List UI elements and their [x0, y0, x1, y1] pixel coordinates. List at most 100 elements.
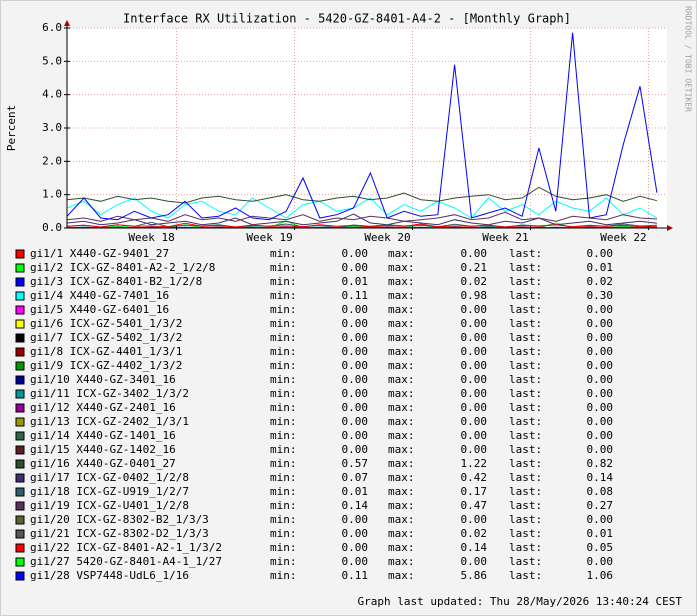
legend-name: gi1/22 ICX-GZ-8401-A2-1_1/3/2 — [30, 541, 222, 554]
legend-max: 0.47 — [461, 499, 488, 512]
legend-max: 0.00 — [461, 401, 488, 414]
legend-max: 0.42 — [461, 471, 488, 484]
legend-last: 0.01 — [587, 527, 614, 540]
legend-swatch — [15, 515, 25, 525]
x-tick-label: Week 22 — [600, 231, 646, 244]
legend-min: 0.00 — [342, 555, 369, 568]
legend-last: 1.06 — [587, 569, 614, 582]
legend-min: 0.00 — [342, 373, 369, 386]
legend-last: 0.00 — [587, 513, 614, 526]
legend-last-label: last: — [509, 401, 542, 414]
x-tick-label: Week 19 — [246, 231, 292, 244]
legend-name: gi1/1 X440-GZ-9401_27 — [30, 247, 169, 260]
legend-max: 0.00 — [461, 387, 488, 400]
legend-max-label: max: — [388, 415, 415, 428]
legend-last: 0.00 — [587, 359, 614, 372]
legend-min-label: min: — [270, 569, 297, 582]
legend-last: 0.00 — [587, 373, 614, 386]
legend-swatch — [15, 445, 25, 455]
legend-swatch — [15, 473, 25, 483]
legend-last: 0.00 — [587, 345, 614, 358]
legend-name: gi1/11 ICX-GZ-3402_1/3/2 — [30, 387, 189, 400]
legend-swatch — [15, 431, 25, 441]
y-tick-label: 4.0 — [42, 88, 62, 101]
legend-last: 0.00 — [587, 401, 614, 414]
legend-max: 0.98 — [461, 289, 488, 302]
legend-name: gi1/5 X440-GZ-6401_16 — [30, 303, 169, 316]
legend-swatch — [15, 571, 25, 581]
legend-min-label: min: — [270, 373, 297, 386]
legend-last: 0.00 — [587, 443, 614, 456]
legend-last: 0.00 — [587, 415, 614, 428]
legend-last-label: last: — [509, 345, 542, 358]
legend-max-label: max: — [388, 541, 415, 554]
legend-name: gi1/17 ICX-GZ-0402_1/2/8 — [30, 471, 189, 484]
legend-max: 0.00 — [461, 331, 488, 344]
y-tick-label: 0.0 — [42, 221, 62, 234]
x-tick-label: Week 21 — [482, 231, 528, 244]
legend-name: gi1/6 ICX-GZ-5401_1/3/2 — [30, 317, 182, 330]
legend-max-label: max: — [388, 303, 415, 316]
legend-name: gi1/27 5420-GZ-8401-A4-1_1/27 — [30, 555, 222, 568]
legend-min: 0.00 — [342, 401, 369, 414]
legend-min-label: min: — [270, 513, 297, 526]
y-tick-label: 3.0 — [42, 121, 62, 134]
legend-name: gi1/3 ICX-GZ-8401-B2_1/2/8 — [30, 275, 202, 288]
legend-last-label: last: — [509, 429, 542, 442]
legend-min: 0.00 — [342, 261, 369, 274]
legend-max-label: max: — [388, 443, 415, 456]
legend-min-label: min: — [270, 345, 297, 358]
legend-min-label: min: — [270, 555, 297, 568]
legend-min: 0.00 — [342, 303, 369, 316]
legend-last-label: last: — [509, 387, 542, 400]
legend-last-label: last: — [509, 317, 542, 330]
legend-min: 0.00 — [342, 415, 369, 428]
legend-min: 0.57 — [342, 457, 369, 470]
legend-min-label: min: — [270, 247, 297, 260]
legend-min-label: min: — [270, 499, 297, 512]
legend-min: 0.01 — [342, 485, 369, 498]
legend-max-label: max: — [388, 373, 415, 386]
legend-max: 0.00 — [461, 359, 488, 372]
x-tick-label: Week 18 — [128, 231, 174, 244]
legend-name: gi1/7 ICX-GZ-5402_1/3/2 — [30, 331, 182, 344]
legend-last: 0.01 — [587, 261, 614, 274]
legend-max: 0.14 — [461, 541, 488, 554]
legend-swatch — [15, 263, 25, 273]
legend-swatch — [15, 347, 25, 357]
legend-swatch — [15, 361, 25, 371]
legend-swatch — [15, 389, 25, 399]
legend-last: 0.02 — [587, 275, 614, 288]
y-tick-label: 5.0 — [42, 54, 62, 67]
chart-title: Interface RX Utilization - 5420-GZ-8401-… — [123, 12, 571, 26]
legend-last-label: last: — [509, 569, 542, 582]
legend-last: 0.00 — [587, 387, 614, 400]
legend-name: gi1/15 X440-GZ-1402_16 — [30, 443, 176, 456]
legend-swatch — [15, 403, 25, 413]
legend-name: gi1/19 ICX-GZ-U401_1/2/8 — [30, 499, 189, 512]
legend-max-label: max: — [388, 247, 415, 260]
legend-min: 0.07 — [342, 471, 369, 484]
legend-name: gi1/12 X440-GZ-2401_16 — [30, 401, 176, 414]
legend-min-label: min: — [270, 443, 297, 456]
legend-max-label: max: — [388, 569, 415, 582]
legend-min-label: min: — [270, 401, 297, 414]
legend-min-label: min: — [270, 303, 297, 316]
legend-last: 0.05 — [587, 541, 614, 554]
legend-max-label: max: — [388, 387, 415, 400]
legend-swatch — [15, 459, 25, 469]
legend-name: gi1/13 ICX-GZ-2402_1/3/1 — [30, 415, 189, 428]
legend-name: gi1/2 ICX-GZ-8401-A2-2_1/2/8 — [30, 261, 215, 274]
legend-max-label: max: — [388, 485, 415, 498]
legend-name: gi1/14 X440-GZ-1401_16 — [30, 429, 176, 442]
legend-swatch — [15, 557, 25, 567]
legend-last-label: last: — [509, 331, 542, 344]
legend-min: 0.01 — [342, 275, 369, 288]
legend-min-label: min: — [270, 415, 297, 428]
legend-min: 0.00 — [342, 317, 369, 330]
legend-max: 0.00 — [461, 415, 488, 428]
legend-max-label: max: — [388, 499, 415, 512]
legend-max-label: max: — [388, 289, 415, 302]
legend-min-label: min: — [270, 471, 297, 484]
